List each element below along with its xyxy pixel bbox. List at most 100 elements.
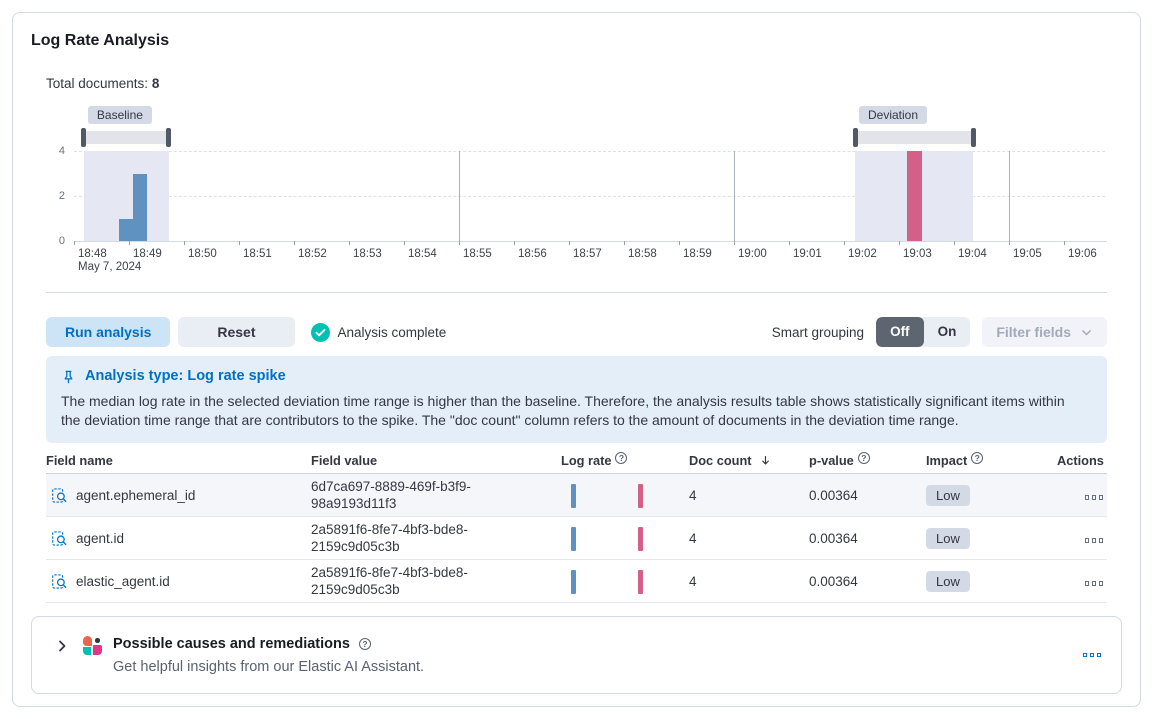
impact-cell: Low: [926, 570, 1057, 592]
filter-fields-button[interactable]: Filter fields: [982, 317, 1107, 347]
row-actions-menu-icon[interactable]: [1084, 495, 1103, 500]
reset-button[interactable]: Reset: [178, 317, 295, 347]
x-tick-label: 19:06: [1068, 248, 1097, 260]
field-name: agent.ephemeral_id: [76, 487, 196, 503]
x-tick-label: 19:01: [793, 248, 822, 260]
total-documents-value: 8: [151, 76, 160, 91]
field-value-cell: 6d7ca697-8889-469f-b3f9-98a9193d11f3: [311, 474, 533, 516]
deviation-badge: Deviation: [859, 106, 928, 124]
column-header-p-value[interactable]: p-value?: [809, 451, 926, 468]
x-tick: [404, 241, 405, 245]
baseline-brush-handle[interactable]: [81, 128, 87, 147]
elastic-ai-assistant-icon: [83, 636, 102, 655]
column-header-field-value[interactable]: Field value: [311, 453, 561, 468]
deviation-mini-bar: [638, 483, 643, 508]
column-header-impact[interactable]: Impact?: [926, 451, 1057, 468]
column-info-icon[interactable]: ?: [971, 451, 984, 464]
field-statistics-icon[interactable]: [51, 487, 68, 504]
column-header-actions: Actions: [1057, 453, 1108, 468]
x-major-gridline: [459, 151, 460, 241]
x-tick-label: 18:58: [628, 248, 657, 260]
x-tick: [954, 241, 955, 245]
row-actions-menu-icon[interactable]: [1084, 581, 1103, 586]
x-tick-label: 19:02: [848, 248, 877, 260]
y-axis-label: 0: [58, 235, 65, 247]
field-value-cell: 2a5891f6-8fe7-4bf3-bde8-2159c9d05c3b: [311, 517, 533, 559]
sort-desc-icon: [761, 455, 769, 465]
ai-panel-text: Possible causes and remediations ? Get h…: [113, 635, 424, 675]
x-tick: [74, 241, 75, 245]
document-count-chart: 0 2 4 18:48 18:49 18:50 18:51 18:52 18:53 18:54 18…: [46, 106, 1107, 274]
baseline-mini-bar: [571, 526, 576, 551]
impact-cell: Low: [926, 527, 1057, 549]
analysis-type-callout: Analysis type: Log rate spike The median…: [46, 356, 1107, 443]
field-value: 2a5891f6-8fe7-4bf3-bde8-2159c9d05c3b: [311, 522, 468, 554]
baseline-brush-handle[interactable]: [166, 128, 172, 147]
row-actions-menu-icon[interactable]: [1084, 538, 1103, 543]
x-tick: [294, 241, 295, 245]
x-tick: [239, 241, 240, 245]
column-info-icon[interactable]: ?: [857, 451, 870, 464]
x-tick: [624, 241, 625, 245]
panel-actions-menu-icon[interactable]: [1082, 652, 1101, 658]
x-tick: [789, 241, 790, 245]
x-tick-label: 18:55: [463, 248, 492, 260]
baseline-brush-bar[interactable]: [83, 131, 169, 144]
results-table-body: agent.ephemeral_id 6d7ca697-8889-469f-b3f…: [46, 474, 1107, 603]
x-tick: [1064, 241, 1065, 245]
deviation-brush-handle[interactable]: [852, 128, 858, 147]
smart-grouping-toggle: Off On: [876, 317, 971, 347]
column-label: p-value: [809, 453, 854, 468]
x-tick: [569, 241, 570, 245]
x-tick: [679, 241, 680, 245]
x-major-gridline: [734, 151, 735, 241]
baseline-bar: [132, 173, 147, 241]
baseline-bar: [119, 218, 133, 241]
x-tick: [129, 241, 130, 245]
baseline-mini-bar: [571, 569, 576, 594]
log-rate-analysis-card: Log Rate Analysis Total documents: 8 0 2 4…: [12, 12, 1141, 707]
column-label: Field name: [46, 453, 113, 468]
column-header-field-name[interactable]: Field name: [46, 453, 311, 468]
analysis-type-title: Analysis type: Log rate spike: [85, 368, 286, 384]
run-analysis-button[interactable]: Run analysis: [46, 317, 171, 347]
field-statistics-icon[interactable]: [51, 573, 68, 590]
field-value-cell: 2a5891f6-8fe7-4bf3-bde8-2159c9d05c3b: [311, 560, 533, 602]
x-tick: [844, 241, 845, 245]
column-header-log-rate[interactable]: Log rate?: [561, 451, 689, 468]
help-icon[interactable]: ?: [358, 638, 371, 650]
x-major-gridline: [1009, 151, 1010, 241]
column-info-icon[interactable]: ?: [615, 451, 628, 464]
x-tick-label: 19:04: [958, 248, 987, 260]
log-rate-chart-cell: [561, 518, 689, 559]
column-header-doc-count[interactable]: Doc count: [689, 453, 809, 468]
p-value-cell: 0.00364: [809, 530, 858, 546]
p-value-cell: 0.00364: [809, 573, 858, 589]
smart-grouping-off-button[interactable]: Off: [876, 317, 924, 347]
y-gridline: [74, 151, 1105, 152]
expand-panel-button[interactable]: [52, 636, 72, 659]
x-tick: [349, 241, 350, 245]
controls-row: Run analysis Reset Analysis complete Sma…: [46, 317, 1107, 347]
field-statistics-icon[interactable]: [51, 530, 68, 547]
impact-badge: Low: [926, 527, 970, 549]
x-tick: [514, 241, 515, 245]
x-tick: [184, 241, 185, 245]
smart-grouping-on-button[interactable]: On: [937, 324, 957, 339]
column-label: Field value: [311, 453, 378, 468]
log-rate-chart-cell: [561, 475, 689, 516]
column-label: Log rate: [561, 453, 612, 468]
deviation-mini-bar: [638, 526, 643, 551]
x-tick: [1009, 241, 1010, 245]
field-value: 2a5891f6-8fe7-4bf3-bde8-2159c9d05c3b: [311, 565, 468, 597]
x-tick-label: 19:05: [1013, 248, 1042, 260]
field-name-cell: agent.ephemeral_id: [46, 487, 311, 504]
ai-assistant-panel: Possible causes and remediations ? Get h…: [31, 616, 1122, 694]
section-divider: [46, 292, 1107, 293]
x-tick-label: 18:57: [573, 248, 602, 260]
baseline-badge: Baseline: [87, 106, 152, 124]
deviation-brush-handle[interactable]: [970, 128, 976, 147]
field-name: agent.id: [76, 530, 125, 546]
doc-count-cell: 4: [689, 487, 697, 503]
deviation-brush-bar[interactable]: [855, 131, 974, 144]
